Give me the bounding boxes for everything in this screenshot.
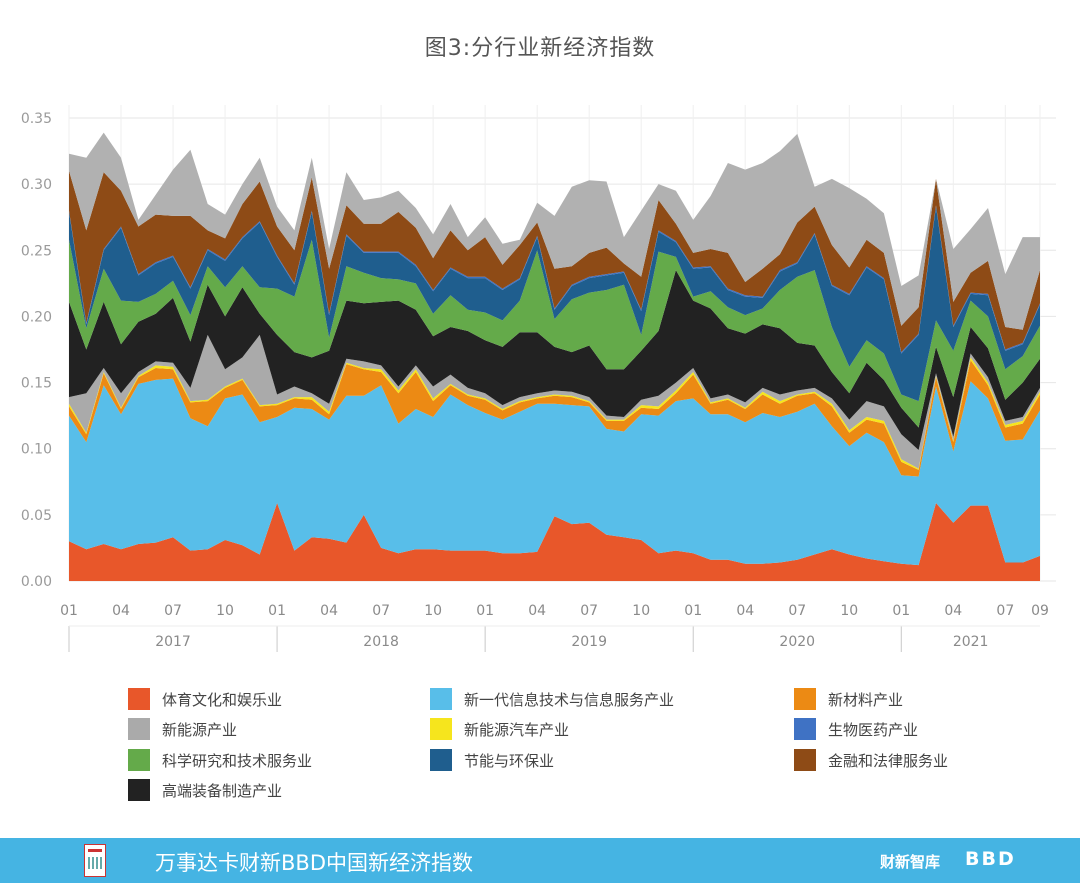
x-month-label: 07 xyxy=(164,603,182,619)
x-month-label: 10 xyxy=(840,603,858,619)
area-series-10 xyxy=(69,132,1040,330)
chart-title: 图3:分行业新经济指数 xyxy=(424,36,656,61)
x-month-label: 07 xyxy=(372,603,390,619)
x-month-label: 04 xyxy=(320,603,338,619)
x-month-label: 07 xyxy=(580,603,598,619)
axis-layer: 0.00 0.05 0.10 0.15 0.20 0.25 0.30 0.35 01 04 07 10… xyxy=(21,111,1049,652)
x-year-label: 2019 xyxy=(571,634,607,650)
area-series-6 xyxy=(69,239,1040,428)
y-tick-label: 0.15 xyxy=(21,376,52,392)
area-series-7 xyxy=(69,206,1040,402)
area-series-3 xyxy=(69,357,1040,470)
stacked-area-chart: 0.00 0.05 0.10 0.15 0.20 0.25 0.30 0.35 01 04 07 10… xyxy=(21,105,1056,652)
x-year-label: 2017 xyxy=(155,634,191,650)
x-year-label: 2021 xyxy=(953,634,989,650)
footer-title: 万事达卡财新BBD中国新经济指数 xyxy=(155,851,473,875)
x-month-label: 07 xyxy=(788,603,806,619)
nei-logo-icon xyxy=(84,844,106,877)
area-series-4 xyxy=(69,334,1040,469)
x-month-label: 07 xyxy=(996,603,1014,619)
bbd-brand: BBD xyxy=(965,848,1016,870)
area-series-5 xyxy=(69,270,1040,450)
y-tick-label: 0.05 xyxy=(21,508,52,524)
footer-bar: 万事达卡财新BBD中国新经济指数 财新智库 BBD xyxy=(0,838,1080,883)
area-layer xyxy=(69,132,1040,581)
x-month-label: 01 xyxy=(268,603,286,619)
x-month-label: 10 xyxy=(216,603,234,619)
y-tick-label: 0.30 xyxy=(21,177,52,193)
x-month-label: 01 xyxy=(684,603,702,619)
x-month-label: 01 xyxy=(476,603,494,619)
x-year-label: 2020 xyxy=(779,634,815,650)
x-month-label: 04 xyxy=(944,603,962,619)
x-month-label: 10 xyxy=(632,603,650,619)
area-series-1 xyxy=(69,378,1040,566)
x-month-label: 04 xyxy=(528,603,546,619)
x-month-label: 10 xyxy=(424,603,442,619)
y-tick-label: 0.10 xyxy=(21,442,52,458)
area-series-2 xyxy=(69,360,1040,477)
y-tick-label: 0.20 xyxy=(21,309,52,325)
x-month-label: 04 xyxy=(736,603,754,619)
x-month-label: 09 xyxy=(1031,603,1049,619)
area-series-0 xyxy=(69,503,1040,581)
x-month-label: 01 xyxy=(892,603,910,619)
y-tick-label: 0.35 xyxy=(21,111,52,127)
y-tick-label: 0.25 xyxy=(21,243,52,259)
x-year-label: 2018 xyxy=(363,634,399,650)
x-month-label: 04 xyxy=(112,603,130,619)
y-tick-label: 0.00 xyxy=(21,574,52,590)
x-month-label: 01 xyxy=(60,603,78,619)
caixin-brand: 财新智库 xyxy=(880,853,941,871)
